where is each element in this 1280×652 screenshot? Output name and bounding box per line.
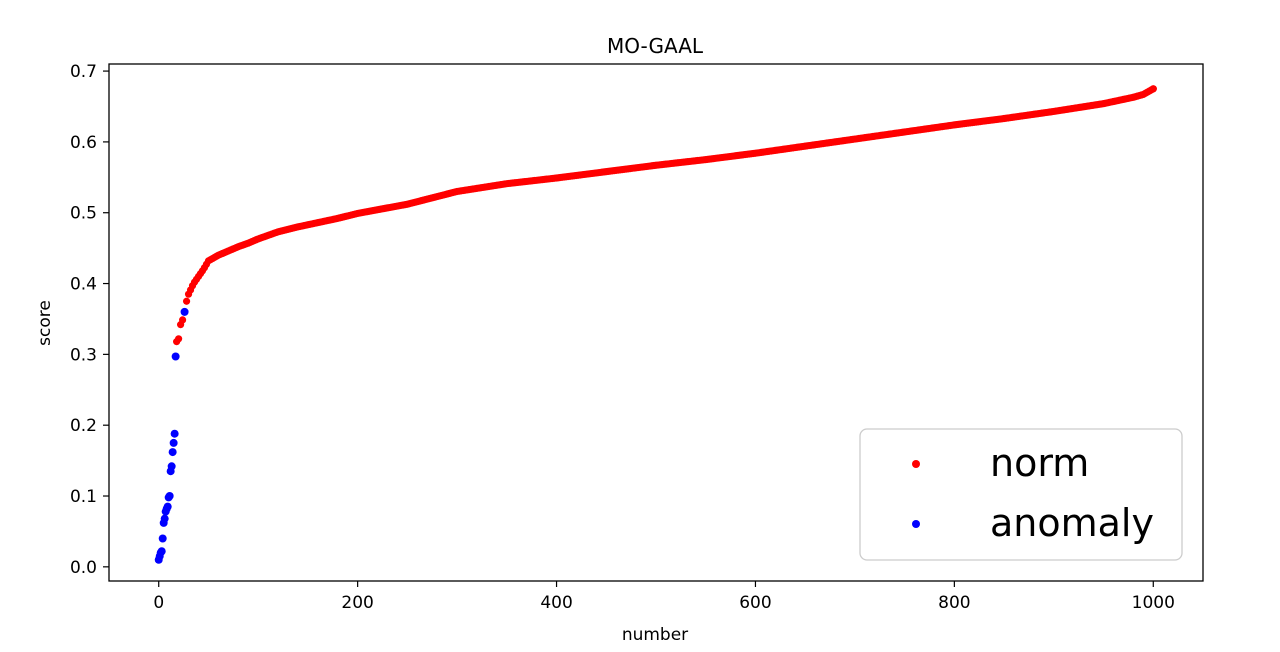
x-tick-label: 1000 xyxy=(1132,593,1175,613)
norm-point xyxy=(182,297,191,305)
anomaly-point xyxy=(180,307,189,316)
legend: norm anomaly xyxy=(859,428,1183,561)
y-tick-label: 0.0 xyxy=(70,558,97,578)
x-tick-label: 0 xyxy=(153,593,164,613)
x-axis-label: number xyxy=(622,625,688,645)
legend-label-anomaly: anomaly xyxy=(990,501,1154,545)
anomaly-point xyxy=(158,534,167,543)
y-tick-label: 0.1 xyxy=(70,487,97,507)
anomaly-point xyxy=(157,547,166,556)
anomaly-point xyxy=(160,514,169,523)
axes-frame xyxy=(108,63,1204,582)
chart-title: MO-GAAL xyxy=(607,34,704,58)
anomaly-point xyxy=(163,502,172,511)
norm-point xyxy=(175,335,183,343)
y-tick-label: 0.3 xyxy=(70,345,97,365)
anomaly-point xyxy=(168,448,177,457)
anomaly-point xyxy=(169,438,178,447)
anomaly-series xyxy=(154,307,189,564)
y-tick-label: 0.7 xyxy=(70,62,97,82)
x-tick-label: 200 xyxy=(341,593,373,613)
y-tick-label: 0.5 xyxy=(70,204,97,224)
legend-label-norm: norm xyxy=(990,441,1089,485)
y-tick-label: 0.6 xyxy=(70,133,97,153)
x-tick-label: 800 xyxy=(938,593,970,613)
y-tick-label: 0.2 xyxy=(70,416,97,436)
x-tick-label: 600 xyxy=(739,593,771,613)
norm-point xyxy=(178,316,187,324)
anomaly-point xyxy=(170,429,179,438)
norm-point xyxy=(1149,85,1157,93)
anomaly-point xyxy=(171,352,180,361)
legend-marker-anomaly xyxy=(912,520,920,528)
anomaly-point xyxy=(167,462,176,471)
x-axis: 0 200 400 600 800 1000 xyxy=(153,581,1175,613)
norm-series xyxy=(173,85,1157,346)
legend-marker-norm xyxy=(912,460,920,468)
y-axis-label: score xyxy=(35,300,55,346)
x-tick-label: 400 xyxy=(540,593,572,613)
anomaly-point xyxy=(165,492,174,501)
legend-box xyxy=(859,428,1183,561)
y-axis: 0.0 0.1 0.2 0.3 0.4 0.5 0.6 0.7 xyxy=(70,62,109,578)
y-tick-label: 0.4 xyxy=(70,275,97,295)
plot-area xyxy=(108,63,1204,582)
